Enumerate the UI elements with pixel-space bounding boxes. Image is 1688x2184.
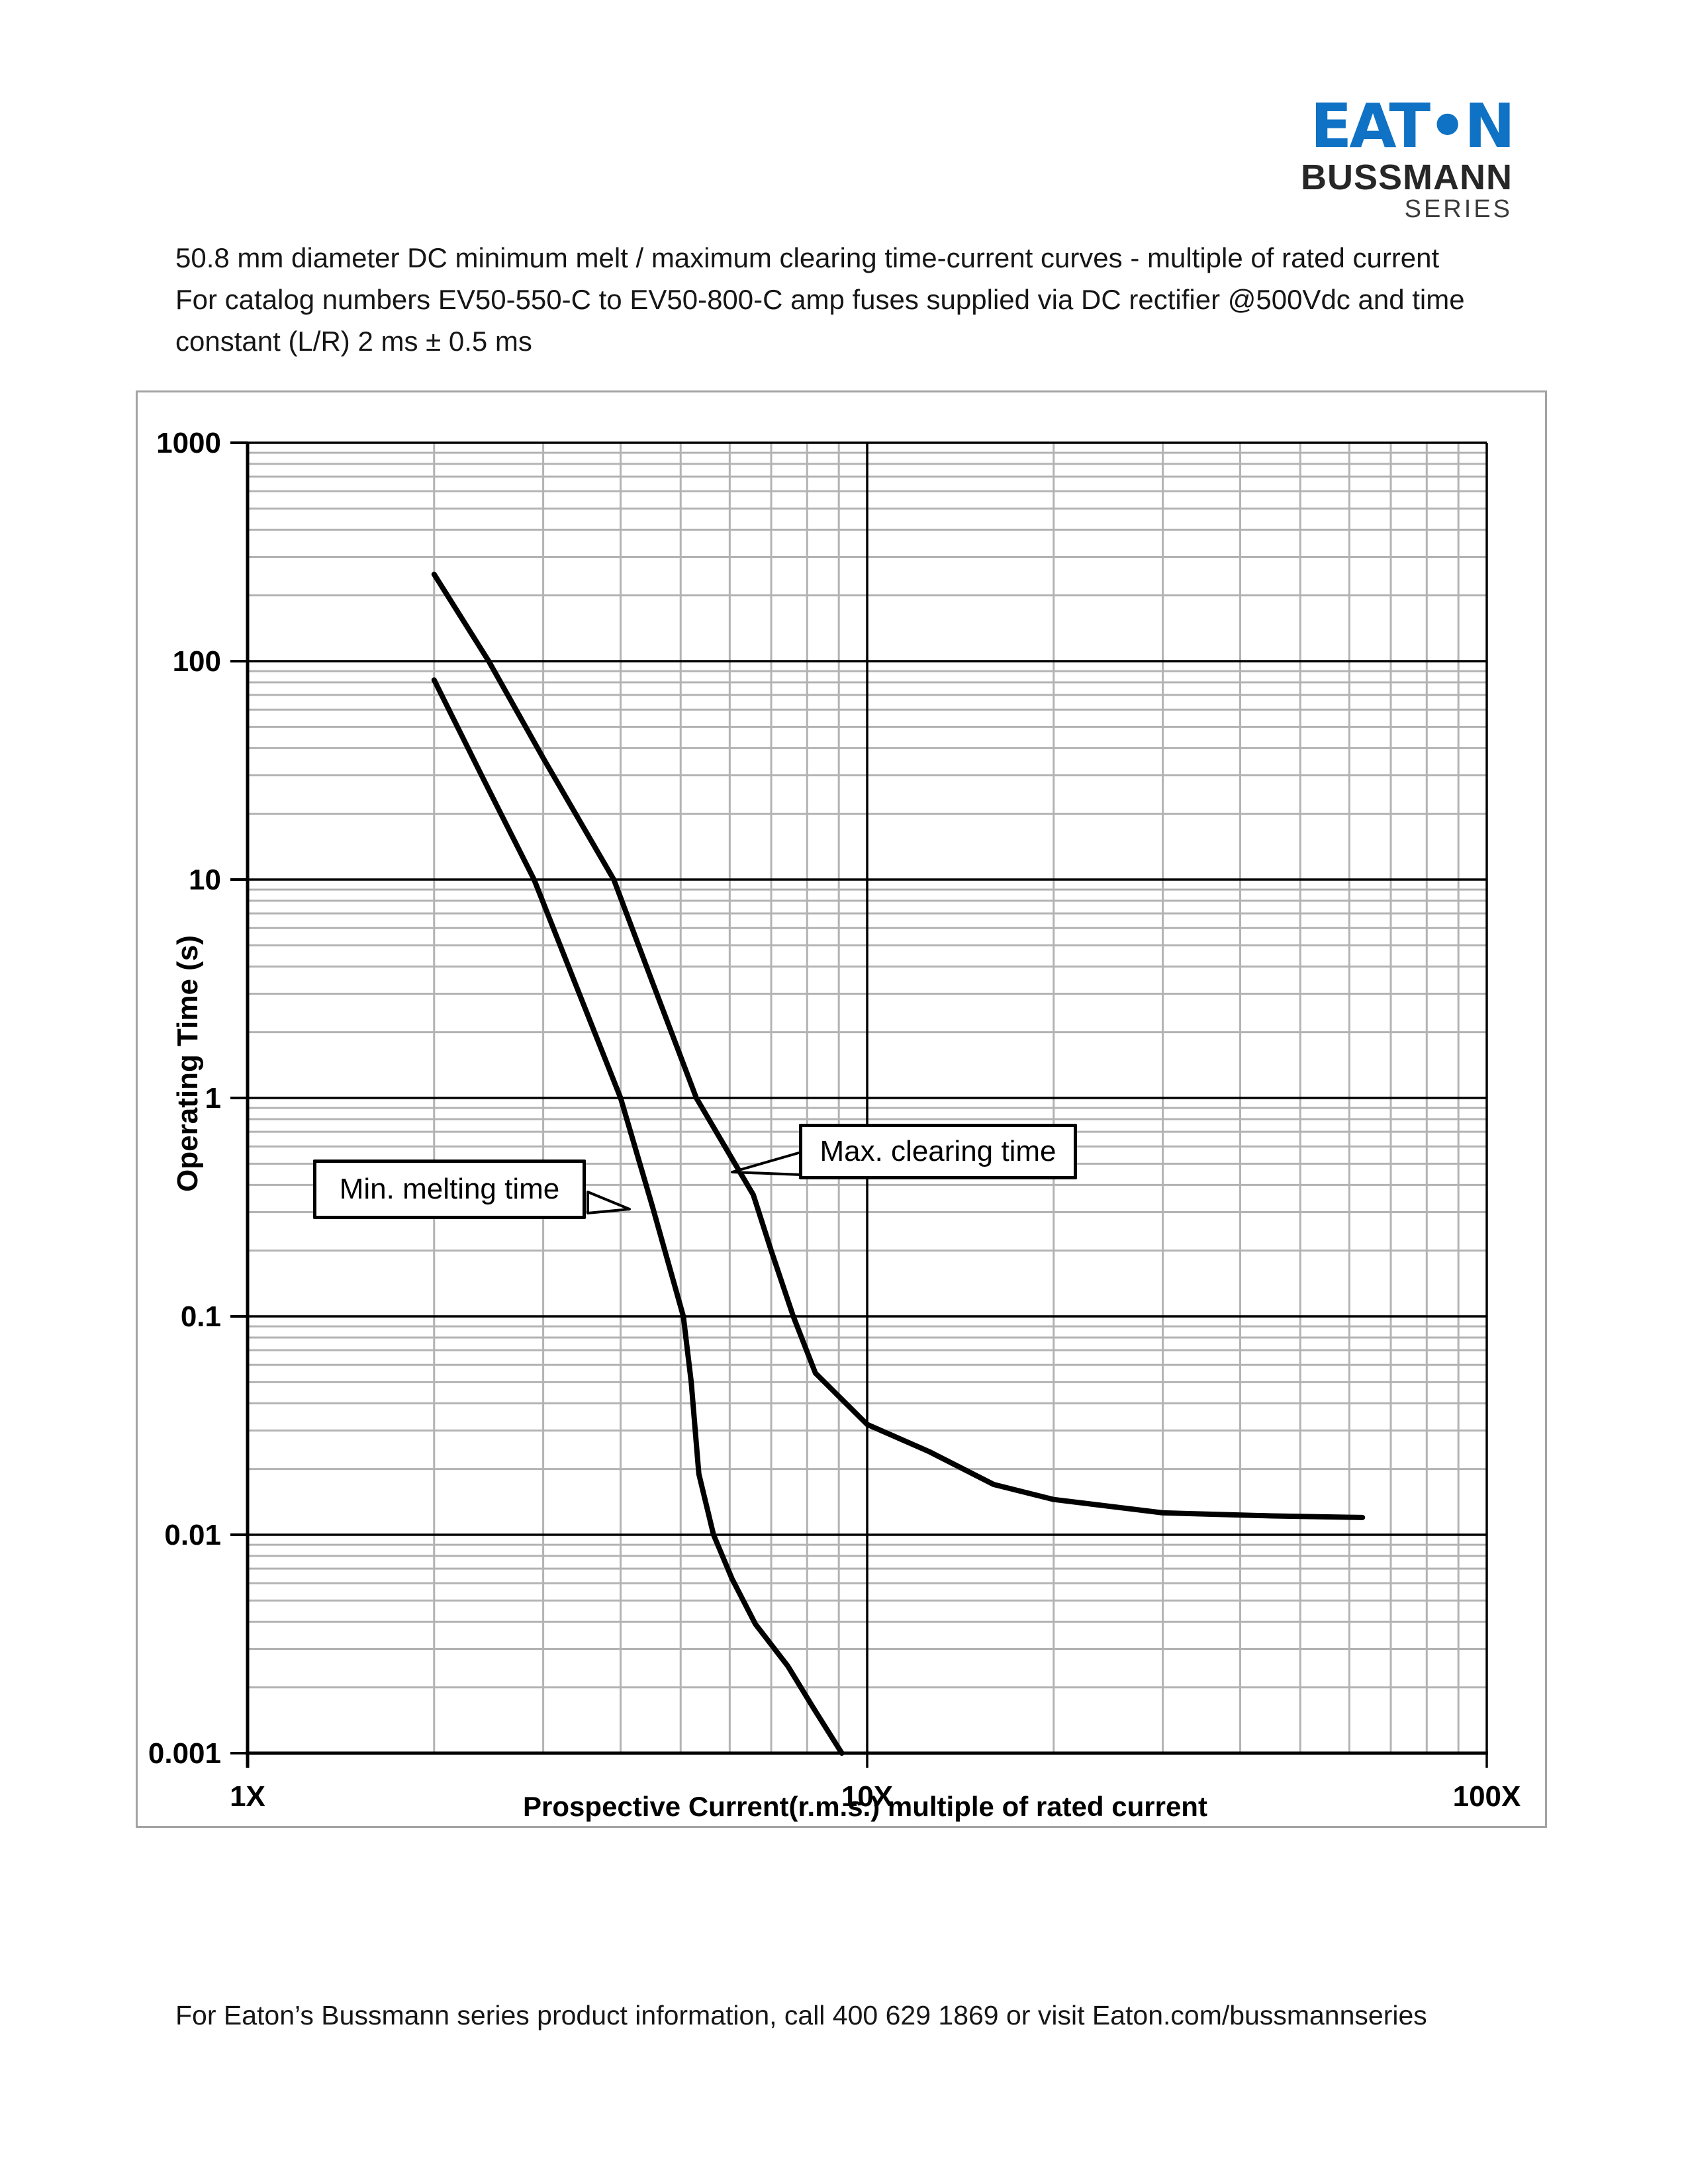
y-tick-label: 10 xyxy=(189,864,221,896)
page-title: 50.8 mm diameter DC minimum melt / maxim… xyxy=(175,237,1465,362)
series-wordmark: SERIES xyxy=(1404,195,1513,223)
curves xyxy=(431,571,1366,1756)
eaton-logo: EAT•N xyxy=(1301,96,1515,157)
time-current-chart: 1000 100 10 1 0.1 0.01 0.001 1X 10X 100X xyxy=(148,427,1521,1813)
y-tick-label: 0.01 xyxy=(164,1519,221,1551)
tick-labels: 1000 100 10 1 0.1 0.01 0.001 1X 10X 100X xyxy=(148,427,1521,1813)
callout-max-clearing-time: Max. clearing time xyxy=(799,1124,1077,1179)
x-tick-label: 100X xyxy=(1453,1780,1521,1813)
callout-pointers xyxy=(586,1151,802,1214)
title-line-1: 50.8 mm diameter DC minimum melt / maxim… xyxy=(175,242,1440,273)
y-axis-title: Operating Time (s) xyxy=(171,935,204,1192)
min-melting-curve xyxy=(431,677,845,1756)
eaton-logo-left: EAT xyxy=(1310,91,1431,161)
y-tick-label: 0.1 xyxy=(181,1300,221,1333)
major-gridlines xyxy=(248,441,1488,1768)
chart-frame: 1000 100 10 1 0.1 0.01 0.001 1X 10X 100X xyxy=(136,390,1547,1828)
eaton-logo-dot-icon: • xyxy=(1428,91,1467,161)
y-tick-label: 0.001 xyxy=(148,1737,221,1770)
footer-contact-line: For Eaton’s Bussmann series product info… xyxy=(175,2000,1427,2030)
callout-min-pointer-icon xyxy=(586,1191,631,1214)
brand-block: EAT•N BUSSMANN SERIES xyxy=(1300,96,1515,223)
x-axis-title: Prospective Current(r.m.s.) multiple of … xyxy=(523,1791,1207,1822)
callout-min-label: Min. melting time xyxy=(339,1173,560,1205)
bussmann-wordmark: BUSSMANN xyxy=(1300,158,1513,197)
title-line-2: For catalog numbers EV50-550-C to EV50-8… xyxy=(175,284,1465,315)
callout-min-melting-time: Min. melting time xyxy=(313,1160,586,1219)
callout-max-label: Max. clearing time xyxy=(820,1135,1056,1167)
x-tick-label: 10X xyxy=(841,1780,893,1813)
y-tick-label: 100 xyxy=(173,645,221,678)
max-clearing-curve xyxy=(431,571,1366,1520)
y-tick-label: 1 xyxy=(205,1082,221,1115)
y-tick-label: 1000 xyxy=(156,427,221,459)
x-tick-label: 1X xyxy=(230,1780,265,1813)
eaton-logo-right: N xyxy=(1464,91,1515,161)
axes xyxy=(246,443,1488,1768)
title-line-3: constant (L/R) 2 ms ± 0.5 ms xyxy=(175,326,532,357)
